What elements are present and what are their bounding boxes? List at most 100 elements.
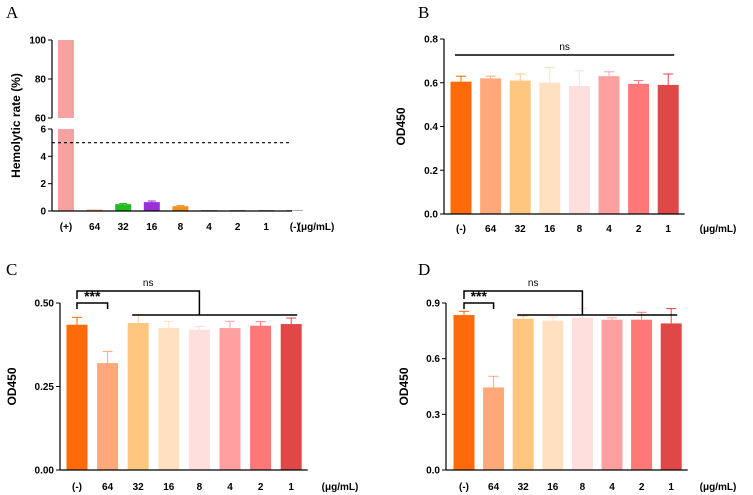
- y-axis-label: OD450: [397, 367, 411, 405]
- x-tick-label: (-): [72, 482, 82, 493]
- bar-5: [219, 328, 241, 470]
- x-tick-label: 2: [258, 482, 264, 493]
- y-tick-label: 0.6: [424, 78, 438, 89]
- bar-7: [660, 323, 682, 470]
- x-tick-label: 16: [163, 482, 175, 493]
- bar-0: [450, 81, 472, 214]
- panel-d: D 0.0 0.3 0.6 0.9 *** ns (-) 64 32 16 8 4 2 1 (μg/mL) OD…: [397, 260, 736, 493]
- x-tick-label: 4: [227, 482, 233, 493]
- bar-7: [657, 84, 679, 214]
- y-tick-label: 0.3: [426, 410, 440, 421]
- bar-6: [631, 319, 653, 470]
- x-tick-label: 1: [668, 482, 674, 493]
- y-tick-label: 100: [29, 36, 46, 47]
- bar-2: [127, 323, 149, 470]
- x-tick-label: 4: [206, 222, 212, 233]
- x-tick-label: 64: [488, 482, 500, 493]
- panel-letter-d: D: [418, 260, 430, 279]
- bar-4: [188, 329, 210, 470]
- sig-bracket: [76, 302, 109, 309]
- panel-c: C 0.00 0.25 0.50 *** ns (-) 64 32 16 8 4 2 1 (μg/mL) OD…: [5, 260, 358, 493]
- x-tick-label: 2: [639, 482, 645, 493]
- y-axis-label: OD450: [5, 367, 19, 405]
- panel-letter-a: A: [6, 3, 19, 22]
- x-tick-label: 32: [515, 224, 527, 235]
- x-tick-label: 64: [89, 222, 101, 233]
- ns-label: ns: [528, 278, 539, 289]
- bar-3: [158, 328, 180, 470]
- bar-1: [97, 363, 119, 470]
- bar-5: [601, 319, 623, 470]
- y-tick-label: 0.9: [426, 299, 440, 310]
- bar-1: [480, 78, 502, 214]
- x-tick-label: 32: [133, 482, 145, 493]
- x-tick-label: 8: [580, 482, 586, 493]
- y-tick-label: 0.00: [35, 466, 55, 477]
- x-tick-label: 32: [118, 222, 130, 233]
- y-tick-label: 0.6: [426, 354, 440, 365]
- bar-1: [483, 387, 505, 470]
- ns-label: ns: [143, 278, 154, 289]
- x-tick-label: (+): [60, 222, 73, 233]
- y-tick-label: 0: [40, 207, 46, 218]
- ns-bracket: [463, 290, 584, 315]
- bar-8: [286, 210, 303, 211]
- x-tick-label: 8: [197, 482, 203, 493]
- bar-1: [86, 209, 103, 211]
- panel-b: B 0.0 0.2 0.4 0.6 0.8 ns (-) 64 32 16 8 4 2 1 (μg/mL) OD…: [394, 3, 736, 235]
- y-tick-label: 0.50: [35, 299, 55, 310]
- sig-bracket: [463, 302, 495, 309]
- bar-6: [250, 325, 272, 470]
- x-tick-label: 4: [609, 482, 615, 493]
- sig-label: ***: [471, 288, 488, 304]
- x-tick-label: (-): [456, 224, 466, 235]
- bar-3: [143, 202, 160, 211]
- x-tick-label: 4: [606, 224, 612, 235]
- bar-0: [66, 324, 88, 470]
- x-unit-label: (μg/mL): [298, 222, 335, 233]
- ns-label: ns: [559, 42, 570, 53]
- bar-2: [512, 318, 534, 470]
- x-tick-label: 16: [544, 224, 556, 235]
- bar-0-low: [58, 129, 74, 211]
- y-tick-label: 0.8: [424, 35, 438, 46]
- x-unit-label: (μg/mL): [700, 224, 737, 235]
- bar-4: [568, 86, 590, 214]
- y-tick-label: 0.25: [35, 382, 55, 393]
- bar-2: [115, 204, 132, 211]
- y-tick-label: 0.4: [424, 122, 438, 133]
- bar-6: [628, 83, 650, 214]
- x-tick-label: 8: [577, 224, 583, 235]
- panel-a: A 0 2 4 660 80 100 (+) 64 32 16 8 4 2 1 (-)(μg/mL) Hemol…: [6, 3, 334, 233]
- x-tick-label: 1: [665, 224, 671, 235]
- y-axis-label: Hemolytic rate (%): [9, 73, 23, 178]
- panel-letter-b: B: [418, 3, 429, 22]
- y-tick-label: 0.2: [424, 166, 438, 177]
- bar-2: [509, 80, 531, 214]
- y-axis-label: OD450: [394, 107, 408, 145]
- y-tick-label: 4: [40, 152, 46, 163]
- x-tick-label: (-): [459, 482, 469, 493]
- x-tick-label: 1: [288, 482, 294, 493]
- panel-letter-c: C: [6, 260, 17, 279]
- y-tick-label: 60: [35, 114, 47, 125]
- x-tick-label: (-): [290, 222, 300, 233]
- bar-3: [539, 82, 561, 214]
- y-tick-label: 6: [40, 125, 46, 136]
- ns-bracket: [76, 290, 201, 315]
- bar-3: [542, 320, 564, 470]
- x-unit-label: (μg/mL): [322, 482, 359, 493]
- y-tick-label: 80: [35, 75, 47, 86]
- x-tick-label: 16: [547, 482, 559, 493]
- bar-7: [280, 324, 302, 470]
- y-tick-label: 2: [40, 179, 46, 190]
- bar-5: [598, 76, 620, 214]
- x-tick-label: 1: [263, 222, 269, 233]
- y-tick-label: 0.0: [426, 466, 440, 477]
- x-tick-label: 2: [636, 224, 642, 235]
- bar-0-high: [58, 40, 74, 118]
- x-tick-label: 64: [485, 224, 497, 235]
- bar-0: [453, 315, 475, 470]
- x-tick-label: 64: [102, 482, 114, 493]
